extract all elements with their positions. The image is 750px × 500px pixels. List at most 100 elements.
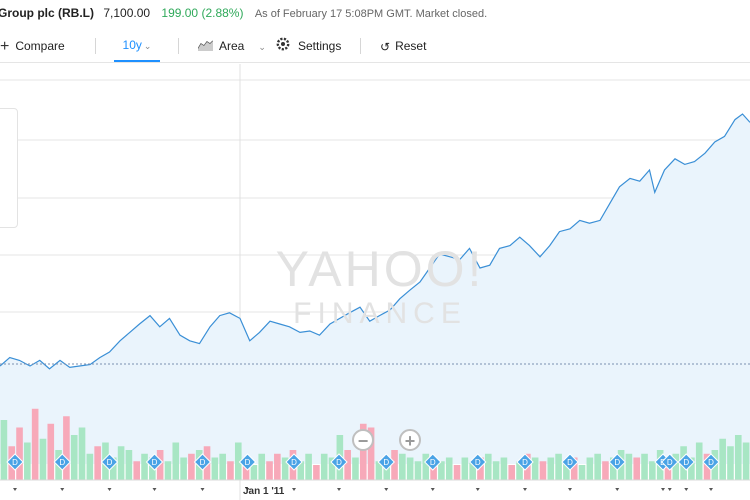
dividend-marker-label: D — [683, 458, 689, 467]
dividend-marker — [661, 453, 679, 471]
volume-bar — [63, 416, 70, 480]
volume-bar — [352, 457, 359, 480]
compare-button[interactable]: + Compare — [0, 30, 65, 62]
reset-label: Reset — [395, 39, 427, 53]
dividend-marker-label: D — [475, 458, 481, 467]
price-line — [0, 113, 750, 370]
price-change: 199.00 (2.88%) — [161, 6, 244, 20]
dividend-marker — [469, 453, 487, 471]
dividend-tick — [13, 488, 17, 491]
volume-bar — [24, 442, 31, 480]
chart-type-label: Area — [219, 39, 245, 53]
range-label: 10y — [122, 38, 142, 52]
volume-bar — [258, 453, 266, 480]
volume-bar — [531, 457, 539, 480]
dividend-tick — [152, 488, 157, 491]
volume-bar — [539, 461, 547, 480]
dividend-marker-label: D — [291, 458, 297, 467]
volume-bar — [516, 461, 523, 480]
quote-header: Group plc (RB.L) 7,100.00 199.00 (2.88%)… — [0, 0, 750, 26]
company-title: Group plc (RB.L) — [0, 6, 94, 20]
dividend-tick — [709, 488, 713, 491]
last-price: 7,100.00 — [103, 6, 151, 20]
volume-bar — [149, 457, 156, 480]
volume-bar — [250, 465, 258, 480]
dividend-marker — [516, 453, 534, 471]
volume-bar — [734, 435, 742, 480]
volume-bar — [211, 457, 219, 480]
settings-button[interactable]: Settings — [276, 30, 341, 62]
dividend-tick — [684, 488, 689, 491]
volume-bar — [0, 420, 8, 480]
volume-bar — [320, 453, 328, 480]
dividend-tick — [60, 488, 65, 491]
chevron-down-icon: ⌄ — [258, 42, 266, 52]
volume-bar — [86, 453, 94, 480]
volume-bar — [742, 442, 750, 480]
volume-bar — [438, 461, 445, 480]
volume-bar — [94, 446, 101, 480]
dividend-marker — [330, 453, 348, 471]
volume-bar — [477, 457, 484, 480]
chart-area[interactable]: DDDDDDDDDDDDDDDDDD — [0, 64, 750, 500]
price-area — [0, 114, 750, 464]
volume-bar — [31, 408, 39, 480]
volume-bar — [578, 465, 586, 480]
volume-bar — [367, 427, 375, 480]
dividend-marker — [6, 453, 24, 471]
toolbar-divider — [95, 38, 96, 54]
volume-bar — [453, 465, 461, 480]
settings-label: Settings — [298, 39, 342, 53]
dividend-marker — [53, 453, 71, 471]
dividend-marker-label: D — [152, 458, 158, 467]
dividend-tick — [523, 488, 527, 491]
toolbar-divider — [360, 38, 361, 54]
volume-bar — [164, 461, 172, 480]
volume-bar — [70, 435, 78, 480]
volume-bar — [484, 453, 492, 480]
dividend-tick — [292, 488, 296, 491]
volume-bar — [375, 461, 383, 480]
volume-bar — [344, 450, 351, 480]
volume-bar — [234, 442, 242, 480]
chevron-down-icon: ⌄ — [143, 41, 152, 51]
compare-label: Compare — [15, 39, 65, 53]
dividend-marker-label: D — [245, 458, 251, 467]
volume-bar — [281, 457, 289, 480]
volume-bar — [16, 427, 23, 480]
dividend-marker-label: D — [614, 458, 620, 467]
volume-bar — [47, 423, 55, 480]
volume-bar — [672, 453, 680, 480]
zoom-out-button[interactable]: − — [352, 429, 374, 451]
dividend-tick — [667, 488, 672, 491]
volume-bar — [508, 465, 516, 480]
volume-bar — [414, 461, 422, 480]
dividend-marker-label: D — [59, 458, 65, 467]
dividend-marker — [145, 453, 164, 471]
toolbar-divider — [178, 38, 179, 54]
volume-bar — [625, 453, 633, 480]
dividend-marker — [377, 453, 395, 471]
volume-bar — [297, 461, 305, 480]
market-status: As of February 17 5:08PM GMT. Market clo… — [254, 8, 488, 20]
dividend-marker-label: D — [708, 458, 714, 467]
range-selector[interactable]: 10y ⌄ — [114, 30, 160, 62]
chart-type-button[interactable]: Area ⌄ — [197, 30, 266, 63]
volume-bar — [188, 453, 195, 480]
volume-bar — [406, 457, 414, 480]
volume-bar — [180, 457, 187, 480]
volume-bar — [399, 453, 406, 480]
dividend-marker — [608, 453, 626, 471]
volume-bar — [313, 465, 320, 480]
dividend-tick — [615, 488, 620, 491]
dividend-marker-label: D — [430, 458, 436, 467]
reset-button[interactable]: ↺ Reset — [380, 30, 426, 62]
dividend-marker — [702, 453, 720, 471]
volume-bar — [266, 461, 273, 480]
dividend-tick — [107, 488, 112, 491]
volume-bar — [172, 442, 180, 480]
area-chart-icon — [197, 31, 214, 63]
volume-bar — [219, 453, 226, 480]
zoom-in-button[interactable]: + — [399, 429, 421, 451]
chart-toolbar: + Compare 10y ⌄ Area ⌄ Settings ↺ Reset — [0, 30, 750, 63]
